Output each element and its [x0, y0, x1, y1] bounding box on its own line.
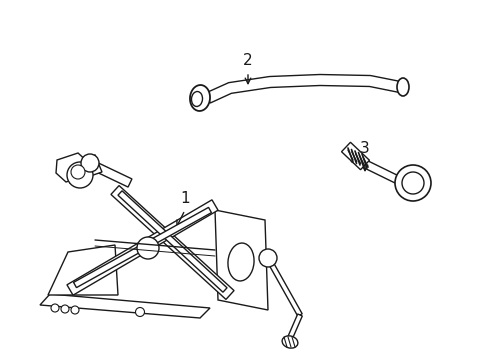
Polygon shape: [265, 257, 302, 316]
Ellipse shape: [191, 91, 202, 107]
Circle shape: [137, 237, 159, 259]
Polygon shape: [48, 245, 118, 295]
Ellipse shape: [189, 85, 210, 111]
Ellipse shape: [282, 336, 297, 348]
Circle shape: [81, 154, 99, 172]
Polygon shape: [341, 142, 369, 170]
Polygon shape: [67, 200, 218, 295]
Circle shape: [67, 162, 93, 188]
Circle shape: [135, 307, 144, 316]
Ellipse shape: [396, 78, 408, 96]
Polygon shape: [111, 185, 234, 300]
Polygon shape: [40, 294, 209, 318]
Text: 2: 2: [243, 53, 252, 68]
Polygon shape: [205, 75, 400, 103]
Circle shape: [401, 172, 423, 194]
Circle shape: [71, 165, 85, 179]
Polygon shape: [62, 155, 102, 183]
Circle shape: [394, 165, 430, 201]
Ellipse shape: [227, 243, 254, 281]
Text: 3: 3: [359, 140, 369, 156]
Polygon shape: [350, 154, 401, 185]
Polygon shape: [86, 159, 132, 187]
Polygon shape: [287, 314, 302, 339]
Circle shape: [61, 305, 69, 313]
Polygon shape: [73, 207, 211, 288]
Circle shape: [259, 249, 276, 267]
Polygon shape: [215, 210, 267, 310]
Text: 1: 1: [180, 190, 189, 206]
Polygon shape: [56, 153, 88, 182]
Circle shape: [51, 304, 59, 312]
Polygon shape: [118, 191, 226, 292]
Circle shape: [71, 306, 79, 314]
